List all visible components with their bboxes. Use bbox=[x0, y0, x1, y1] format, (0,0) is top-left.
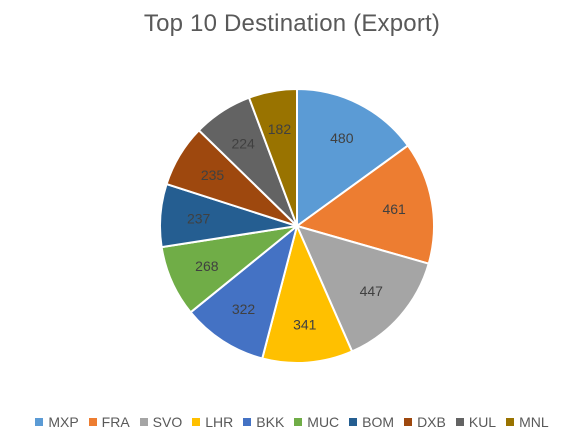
legend-item-dxb: DXB bbox=[404, 414, 446, 430]
legend-label: FRA bbox=[101, 414, 130, 430]
pie-slice-lhr bbox=[261, 222, 354, 364]
legend-swatch bbox=[349, 418, 358, 426]
legend-item-mnl: MNL bbox=[506, 414, 549, 430]
pie-chart: 480 461 447 341 322 268 237 235 224 182 bbox=[159, 87, 435, 364]
data-label-mnl: 182 bbox=[268, 121, 292, 137]
pie-slice-mnl bbox=[247, 87, 298, 227]
legend-swatch bbox=[88, 418, 97, 426]
data-label-muc: 268 bbox=[195, 258, 219, 274]
data-label-svo: 447 bbox=[360, 283, 384, 299]
legend-swatch bbox=[35, 418, 44, 426]
legend-label: MNL bbox=[519, 414, 549, 430]
data-label-mxp: 480 bbox=[330, 130, 354, 146]
chart-title: Top 10 Destination (Export) bbox=[143, 10, 441, 37]
legend-label: MXP bbox=[48, 414, 79, 430]
pie-slice-fra bbox=[294, 144, 435, 265]
legend-label: LHR bbox=[205, 414, 234, 430]
legend-label: MUC bbox=[307, 414, 340, 430]
legend-swatch bbox=[404, 418, 413, 426]
legend-item-fra: FRA bbox=[88, 414, 130, 430]
legend-swatch bbox=[506, 418, 515, 426]
legend-item-bkk: BKK bbox=[243, 414, 284, 430]
data-label-bkk: 322 bbox=[232, 301, 256, 317]
pie-slice-svo bbox=[295, 224, 430, 353]
pie-slice-mxp bbox=[296, 87, 410, 228]
legend-swatch bbox=[192, 418, 201, 426]
legend-swatch bbox=[455, 418, 464, 426]
legend-label: BOM bbox=[362, 414, 395, 430]
legend-swatch bbox=[243, 418, 252, 426]
data-label-dxb: 235 bbox=[201, 167, 225, 183]
data-label-bom: 237 bbox=[187, 210, 211, 226]
legend-swatch bbox=[294, 418, 303, 426]
legend-item-svo: SVO bbox=[139, 414, 183, 430]
data-label-fra: 461 bbox=[382, 201, 406, 217]
pie-slice-bkk bbox=[189, 223, 299, 360]
legend-item-muc: MUC bbox=[294, 414, 339, 430]
legend-swatch bbox=[139, 418, 148, 426]
legend-label: KUL bbox=[468, 414, 497, 430]
data-label-kul: 224 bbox=[231, 135, 255, 151]
legend-item-bom: BOM bbox=[349, 414, 394, 430]
legend-label: BKK bbox=[256, 414, 285, 430]
legend-label: DXB bbox=[417, 414, 446, 430]
legend-item-kul: KUL bbox=[455, 414, 497, 430]
legend-item-lhr: LHR bbox=[192, 414, 233, 430]
legend: MXP FRA SVO LHR BKK MUC BOM DXB KUL MNL bbox=[0, 414, 584, 430]
legend-label: SVO bbox=[152, 414, 183, 430]
legend-item-mxp: MXP bbox=[35, 414, 79, 430]
data-label-lhr: 341 bbox=[293, 316, 317, 332]
